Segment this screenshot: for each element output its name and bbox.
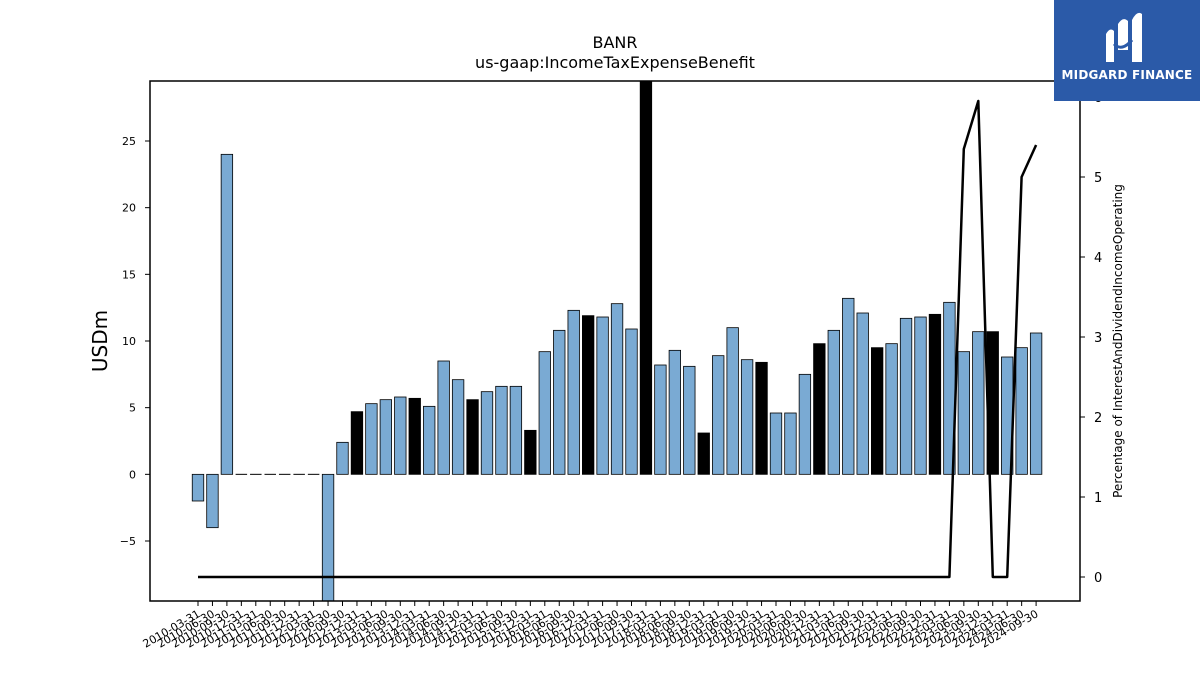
y-tick-label: 0 [129,468,136,481]
y2-axis-label: Percentage of InterestAndDividendIncomeO… [1111,184,1125,498]
bar [654,364,667,475]
bar [408,397,421,475]
bar [625,328,638,475]
y-tick-label: 5 [129,402,136,415]
bar [842,297,855,475]
bar [582,315,595,475]
bar [350,411,364,475]
bar [394,396,407,475]
logo-mark-icon [1106,12,1142,62]
y2-tick-label: 1 [1094,491,1102,506]
bar [509,385,523,475]
bar [813,343,826,475]
y2-tick-label: 4 [1094,251,1102,266]
bar [784,412,797,475]
chart-subtitle: us-gaap:IncomeTaxExpenseBenefit [475,53,755,72]
bar [914,316,927,475]
bar [928,313,942,475]
y-tick-label: 20 [122,202,136,215]
bar [1015,347,1028,475]
bar [668,349,681,475]
bar [365,403,378,475]
bar [379,399,393,475]
bar [827,329,840,475]
bar [726,327,739,475]
bar [220,153,234,475]
bar [755,361,768,475]
bar [437,360,450,475]
bar [697,432,710,475]
bar [495,385,508,475]
bar [885,343,898,475]
bar [567,309,580,475]
bar [639,80,653,475]
y2-tick-label: 5 [1094,171,1102,186]
bar [856,312,869,475]
y2-tick-label: 3 [1094,331,1102,346]
bar [596,316,609,475]
chart-title: BANR [592,33,637,52]
bar [899,317,913,475]
bar [798,373,812,475]
bar [871,347,884,475]
bar [769,412,783,475]
logo-text: MIDGARD FINANCE [1061,68,1193,82]
bar [1029,332,1043,475]
y2-tick-label: 0 [1094,571,1102,586]
bar [423,405,436,475]
bar [206,473,219,529]
bar [610,303,624,475]
bar [972,331,985,475]
bar [451,379,465,475]
bar [538,351,551,475]
y-tick-label: −5 [120,535,136,548]
y-tick-label: 15 [122,268,136,281]
bar [336,441,349,475]
bar [480,391,494,475]
y2-tick-label: 2 [1094,411,1102,426]
y-axis-label: USDm [88,310,112,372]
bar [740,359,754,475]
brand-logo: MIDGARD FINANCE [1054,0,1200,101]
bar [683,365,696,475]
plot-frame [149,80,1081,602]
bar [466,399,479,475]
bar [553,329,566,475]
y-tick-label: 25 [122,135,136,148]
bar [191,473,205,502]
bar [321,473,335,602]
bar [524,429,537,475]
bar [712,355,725,475]
y-tick-label: 10 [122,335,136,348]
ratio-line [198,99,1038,579]
bar [957,351,970,475]
